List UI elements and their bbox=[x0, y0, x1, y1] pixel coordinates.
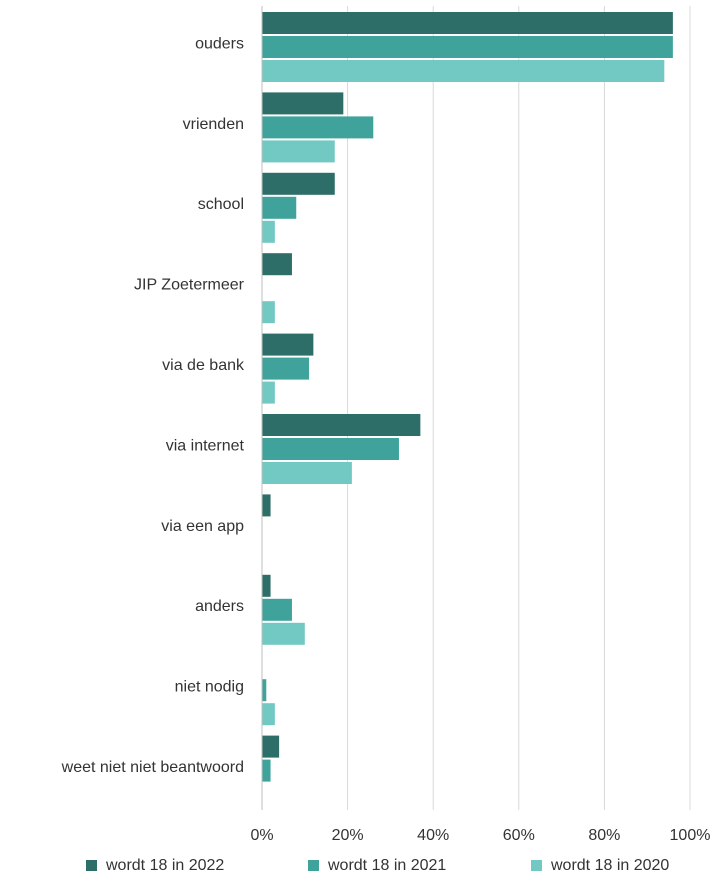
category-label: niet nodig bbox=[175, 679, 244, 696]
x-tick-label: 40% bbox=[417, 827, 449, 844]
bar bbox=[262, 333, 314, 356]
category-label: school bbox=[198, 196, 244, 213]
category-label: via internet bbox=[166, 437, 245, 454]
legend-swatch bbox=[308, 860, 319, 871]
bar bbox=[262, 60, 665, 82]
bar bbox=[262, 253, 292, 276]
bar bbox=[262, 92, 344, 115]
bar bbox=[262, 301, 275, 324]
bar bbox=[262, 622, 305, 645]
bar bbox=[262, 116, 374, 139]
bar bbox=[262, 140, 335, 163]
legend-swatch bbox=[86, 860, 97, 871]
legend-label: wordt 18 in 2021 bbox=[327, 857, 446, 874]
category-label: JIP Zoetermeer bbox=[134, 277, 245, 294]
legend-swatch bbox=[531, 860, 542, 871]
bar bbox=[262, 381, 275, 404]
bar bbox=[262, 759, 271, 782]
bar bbox=[262, 414, 421, 436]
x-tick-label: 0% bbox=[250, 827, 273, 844]
bar bbox=[262, 438, 399, 460]
category-label: vrienden bbox=[183, 116, 244, 133]
x-tick-label: 60% bbox=[503, 827, 535, 844]
gridlines bbox=[347, 6, 691, 810]
x-tick-label: 100% bbox=[670, 827, 711, 844]
category-label: via een app bbox=[161, 518, 244, 535]
category-label: ouders bbox=[195, 35, 244, 52]
legend-label: wordt 18 in 2022 bbox=[105, 857, 224, 874]
legend-label: wordt 18 in 2020 bbox=[550, 857, 669, 874]
bar bbox=[262, 12, 673, 34]
category-label: via de bank bbox=[162, 357, 245, 374]
x-tick-label: 20% bbox=[332, 827, 364, 844]
bar bbox=[262, 357, 310, 380]
bar bbox=[262, 462, 352, 484]
legend: wordt 18 in 2022 wordt 18 in 2021 wordt 18… bbox=[86, 857, 669, 874]
bar bbox=[262, 36, 673, 58]
category-label: anders bbox=[195, 598, 244, 615]
bar bbox=[262, 574, 271, 597]
category-label: weet niet niet beantwoord bbox=[61, 759, 244, 776]
bar-group bbox=[262, 12, 673, 782]
bar bbox=[262, 703, 275, 726]
category-labels: ouders vrienden school JIP Zoetermeer via de… bbox=[61, 35, 245, 776]
bar bbox=[262, 598, 292, 621]
bar bbox=[262, 196, 297, 219]
bar bbox=[262, 735, 280, 758]
bar bbox=[262, 172, 335, 195]
bar bbox=[262, 220, 275, 243]
x-tick-label: 80% bbox=[588, 827, 620, 844]
bar bbox=[262, 679, 267, 702]
bar bbox=[262, 494, 271, 517]
x-tick-labels: 0% 20% 40% 60% 80% 100% bbox=[250, 827, 710, 844]
